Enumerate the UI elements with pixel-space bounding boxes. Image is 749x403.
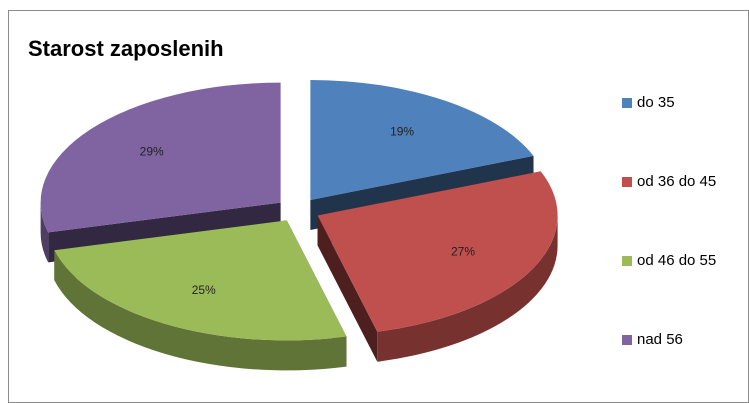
legend-label: od 46 do 55 (637, 252, 716, 269)
slice-top (40, 82, 281, 233)
data-label: 29% (140, 145, 164, 159)
pie-slice (54, 220, 347, 371)
pie: 19% 29% 27% 25% (40, 79, 558, 371)
slice-top (54, 220, 347, 341)
data-label: 27% (451, 245, 475, 259)
legend-label: nad 56 (637, 331, 683, 348)
data-label: 19% (390, 125, 414, 139)
chart-title: Starost zaposlenih (28, 36, 224, 61)
slice-side (317, 215, 378, 362)
slice-top (317, 171, 558, 332)
slice-wall (377, 215, 558, 362)
legend: do 35 od 36 do 45 od 46 do 55 nad 56 (622, 94, 716, 348)
slice-wall (40, 202, 49, 263)
legend-swatch (622, 335, 632, 345)
legend-label: od 36 do 45 (637, 173, 716, 190)
legend-swatch (622, 177, 632, 187)
data-label: 25% (192, 283, 216, 297)
legend-label: do 35 (637, 94, 675, 111)
legend-swatch (622, 98, 632, 108)
pie-slice (317, 171, 558, 362)
legend-swatch (622, 256, 632, 266)
slice-top (310, 79, 534, 200)
slice-wall (54, 250, 347, 371)
